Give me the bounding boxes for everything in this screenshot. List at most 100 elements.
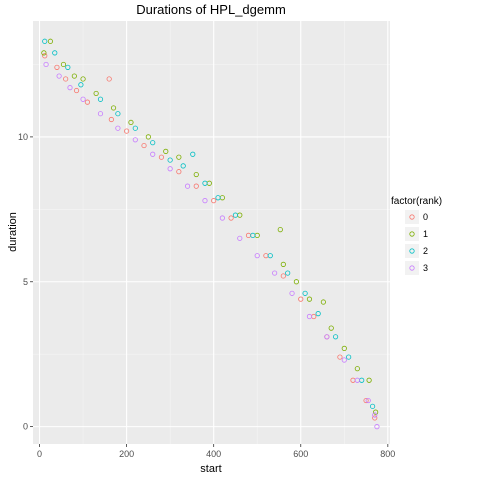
data-point-rank-1: [71, 73, 77, 79]
data-point-rank-0: [363, 397, 369, 404]
data-point-rank-2: [332, 334, 339, 340]
data-point-rank-2: [232, 212, 239, 218]
legend-key-bg: [405, 227, 419, 241]
data-point-rank-2: [202, 180, 208, 186]
data-point-rank-0: [158, 154, 165, 160]
legend-key-3: [409, 265, 415, 271]
data-point-rank-2: [150, 140, 156, 146]
grid-lines: [33, 21, 390, 444]
data-point-rank-2: [97, 96, 104, 102]
data-point-rank-3: [289, 290, 295, 296]
x-tick-label: 400: [206, 449, 221, 459]
data-point-rank-1: [306, 296, 313, 302]
legend-label-3: 3: [423, 263, 428, 273]
legend-key-2: [409, 248, 415, 254]
data-point-rank-2: [267, 253, 273, 259]
data-point-rank-2: [302, 290, 308, 296]
legend-title: factor(rank): [391, 196, 442, 207]
data-point-rank-1: [80, 76, 86, 82]
data-point-rank-0: [298, 296, 304, 302]
data-point-rank-3: [150, 151, 156, 157]
data-point-rank-0: [337, 354, 343, 360]
data-point-rank-1: [373, 409, 379, 415]
data-point-rank-1: [47, 38, 54, 44]
x-tick-label: 800: [380, 449, 395, 459]
data-point-rank-1: [41, 50, 47, 56]
data-point-rank-0: [108, 116, 114, 123]
data-point-rank-1: [277, 227, 283, 233]
data-point-rank-3: [365, 397, 371, 404]
data-point-rank-0: [106, 76, 112, 82]
y-tick-label: 0: [23, 422, 28, 432]
data-point-rank-3: [167, 166, 173, 172]
data-point-rank-3: [372, 412, 378, 418]
data-point-rank-1: [354, 366, 360, 372]
y-tick-label: 5: [23, 277, 28, 287]
data-point-rank-2: [180, 163, 186, 169]
x-axis-title: start: [200, 463, 221, 475]
data-point-rank-2: [215, 195, 221, 201]
data-point-rank-2: [42, 38, 48, 44]
data-point-rank-0: [54, 64, 60, 70]
x-tick-label: 200: [119, 449, 134, 459]
data-point-rank-3: [67, 85, 73, 91]
data-point-rank-3: [324, 334, 330, 340]
data-point-rank-0: [63, 76, 69, 82]
data-point-rank-1: [193, 171, 199, 178]
data-point-rank-3: [97, 111, 104, 117]
data-point-rank-0: [211, 198, 217, 204]
data-point-rank-2: [190, 151, 196, 157]
legend-key-bg: [405, 261, 419, 275]
data-point-rank-1: [128, 119, 134, 126]
legend: factor(rank) 0 1 2 3: [391, 196, 442, 275]
data-point-rank-1: [60, 61, 67, 68]
data-point-rank-3: [306, 313, 313, 320]
data-point-rank-3: [202, 198, 208, 204]
data-point-rank-2: [78, 82, 84, 88]
data-point-rank-2: [115, 111, 121, 117]
data-point-rank-1: [366, 377, 372, 383]
chart-title: Durations of HPL_dgemm: [136, 2, 286, 17]
data-point-rank-3: [254, 253, 260, 259]
x-axis-ticks: 0 200 400 600 800: [37, 444, 395, 459]
y-axis-ticks: 0 5 10: [18, 132, 33, 432]
data-point-rank-2: [315, 311, 321, 317]
data-point-rank-3: [184, 183, 191, 189]
data-point-rank-3: [237, 235, 243, 241]
data-points: [41, 38, 380, 430]
data-point-rank-1: [176, 154, 182, 160]
data-point-rank-3: [43, 61, 49, 68]
x-tick-label: 600: [293, 449, 308, 459]
data-point-rank-0: [84, 99, 91, 105]
data-point-rank-3: [115, 125, 121, 131]
legend-key-1: [409, 231, 415, 237]
data-point-rank-1: [341, 345, 347, 351]
data-point-rank-2: [285, 270, 291, 276]
data-point-rank-0: [141, 142, 147, 149]
legend-key-bg: [405, 244, 419, 258]
data-point-rank-1: [93, 90, 99, 97]
legend-key-0: [409, 214, 415, 220]
data-point-rank-3: [219, 215, 225, 221]
data-point-rank-3: [272, 270, 278, 276]
data-point-rank-0: [176, 169, 182, 175]
data-point-rank-1: [328, 325, 334, 331]
data-point-rank-3: [374, 424, 380, 430]
data-point-rank-2: [250, 232, 256, 238]
legend-label-1: 1: [423, 229, 428, 239]
data-point-rank-2: [65, 64, 71, 70]
data-point-rank-2: [167, 157, 173, 163]
data-point-rank-1: [163, 148, 169, 154]
data-point-rank-2: [132, 125, 138, 131]
data-point-rank-0: [372, 415, 378, 421]
data-point-rank-1: [110, 105, 117, 111]
data-point-rank-0: [193, 183, 199, 189]
data-point-rank-3: [341, 357, 347, 363]
legend-label-2: 2: [423, 246, 428, 256]
data-point-rank-2: [369, 403, 376, 409]
data-point-rank-3: [56, 73, 62, 79]
data-point-rank-0: [280, 273, 286, 279]
data-point-rank-0: [42, 53, 48, 59]
data-point-rank-3: [354, 377, 360, 383]
